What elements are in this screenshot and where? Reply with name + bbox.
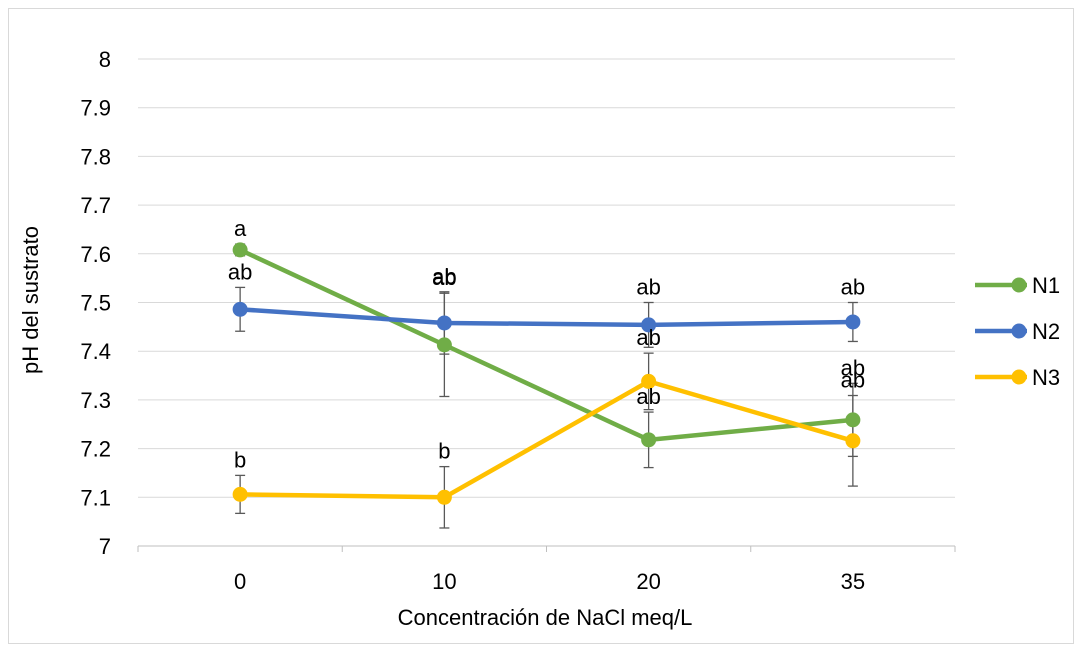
y-tick-label: 7.4 (80, 339, 111, 364)
gridlines (138, 58, 955, 498)
significance-label: ab (432, 264, 456, 289)
series-line-n1 (239, 247, 854, 443)
legend-label-n3: N3 (1032, 365, 1060, 390)
data-point-n2 (436, 315, 452, 331)
significance-label: ab (228, 259, 252, 284)
significance-label: ab (636, 325, 660, 350)
y-tick-labels: 7 7.1 7.2 7.3 7.4 7.5 7.6 7.7 7.8 7.9 8 (80, 47, 111, 559)
significance-label: ab (636, 275, 660, 300)
y-tick-label: 7.5 (80, 291, 111, 316)
significance-label: ab (841, 368, 865, 393)
data-point-n2 (845, 314, 861, 330)
x-tick-label: 0 (234, 569, 246, 594)
y-tick-label: 7.2 (80, 437, 111, 462)
legend-label-n1: N1 (1032, 273, 1060, 298)
x-tick-label: 10 (432, 569, 456, 594)
legend-marker-n1 (1011, 277, 1027, 293)
data-point-n3 (845, 433, 861, 449)
y-tick-label: 7.7 (80, 193, 111, 218)
data-point-n2 (641, 317, 657, 333)
significance-label: b (234, 447, 246, 472)
y-tick-label: 7 (99, 534, 111, 559)
error-bars (235, 243, 858, 529)
y-tick-label: 7.9 (80, 96, 111, 121)
data-point-n1 (436, 337, 452, 353)
legend: N1 N2 N3 (975, 273, 1060, 390)
legend-marker-n3 (1011, 369, 1027, 385)
legend-marker-n2 (1011, 323, 1027, 339)
data-point-n3 (641, 373, 657, 389)
y-tick-label: 7.1 (80, 485, 111, 510)
series-lines (239, 247, 854, 500)
data-point-n2 (232, 301, 248, 317)
y-tick-label: 8 (99, 47, 111, 72)
data-point-n1 (845, 412, 861, 428)
x-axis-title: Concentración de NaCl meq/L (398, 605, 693, 630)
data-point-n1 (641, 432, 657, 448)
x-tick-label: 20 (636, 569, 660, 594)
data-point-n3 (232, 486, 248, 502)
significance-label: ab (841, 355, 865, 380)
axes (137, 545, 956, 552)
y-tick-label: 7.6 (80, 242, 111, 267)
x-tick-labels: 0 10 20 35 (234, 569, 865, 594)
data-point-n1 (232, 242, 248, 258)
x-tick-label: 35 (841, 569, 865, 594)
series-points (232, 242, 861, 505)
significance-label: ab (432, 265, 456, 290)
y-tick-label: 7.3 (80, 388, 111, 413)
significance-label: ab (841, 275, 865, 300)
y-tick-label: 7.8 (80, 144, 111, 169)
data-point-n3 (436, 489, 452, 505)
significance-label: b (438, 439, 450, 464)
legend-label-n2: N2 (1032, 319, 1060, 344)
y-axis-title: pH del sustrato (18, 226, 43, 374)
significance-label: ab (636, 384, 660, 409)
significance-label: a (234, 216, 247, 241)
series-line-n3 (240, 379, 854, 500)
series-line-n2 (239, 307, 853, 328)
